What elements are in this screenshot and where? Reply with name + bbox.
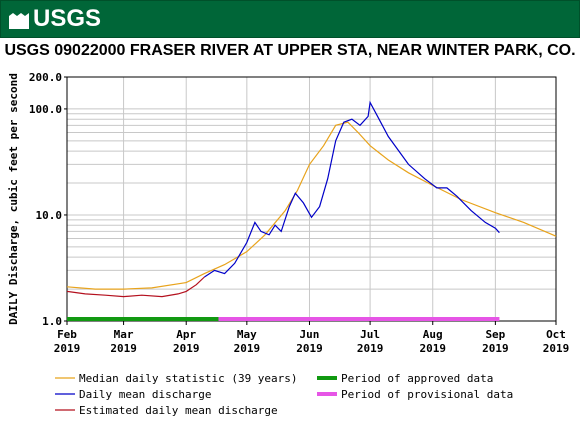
series-lines [66,100,557,298]
y-tick-label: 1.0 [42,315,62,328]
y-tick-labels: 1.0 10.0 100.0 200.0 [29,71,67,328]
usgs-banner: USGS [0,0,580,38]
period-bar [67,317,219,321]
x-tick-label-month: Feb [57,328,77,341]
period-bar [218,317,500,321]
x-tick-label-month: May [237,328,257,341]
legend: Median daily statistic (39 years) Daily m… [55,372,513,417]
chart-title: USGS 09022000 FRASER RIVER AT UPPER STA,… [4,42,576,59]
period-bars [67,317,500,321]
x-tick-label-month: Oct [546,328,566,341]
x-tick-label-month: Apr [176,328,196,341]
grid-lines [66,76,557,322]
x-tick-label-month: Jul [360,328,380,341]
legend-label: Median daily statistic (39 years) [79,372,298,385]
x-tick-label-year: 2019 [482,342,509,355]
y-axis-label: DAILY Discharge, cubic feet per second [7,73,20,325]
x-tick-label-year: 2019 [543,342,570,355]
x-tick-label-year: 2019 [173,342,200,355]
x-tick-label-year: 2019 [54,342,81,355]
y-tick-label: 100.0 [29,103,62,116]
legend-label: Daily mean discharge [79,388,211,401]
y-tick-label: 200.0 [29,71,62,84]
x-tick-label-month: Jun [300,328,320,341]
y-tick-label: 10.0 [36,209,63,222]
legend-label: Period of approved data [341,372,493,385]
x-tick-label-year: 2019 [296,342,323,355]
series-line [66,276,205,298]
series-line [204,100,500,278]
series-line [66,121,557,290]
x-tick-label-year: 2019 [357,342,384,355]
x-tick-label-year: 2019 [110,342,137,355]
x-tick-label-month: Aug [423,328,443,341]
x-tick-label-month: Sep [485,328,505,341]
usgs-wave-icon [9,13,29,29]
x-tick-labels: Feb2019Mar2019Apr2019May2019Jun2019Jul20… [54,321,570,355]
x-tick-label-year: 2019 [234,342,261,355]
legend-label: Estimated daily mean discharge [79,404,278,417]
usgs-logo-text: USGS [33,5,102,32]
legend-label: Period of provisional data [341,388,513,401]
x-tick-label-month: Mar [114,328,134,341]
x-tick-label-year: 2019 [419,342,446,355]
